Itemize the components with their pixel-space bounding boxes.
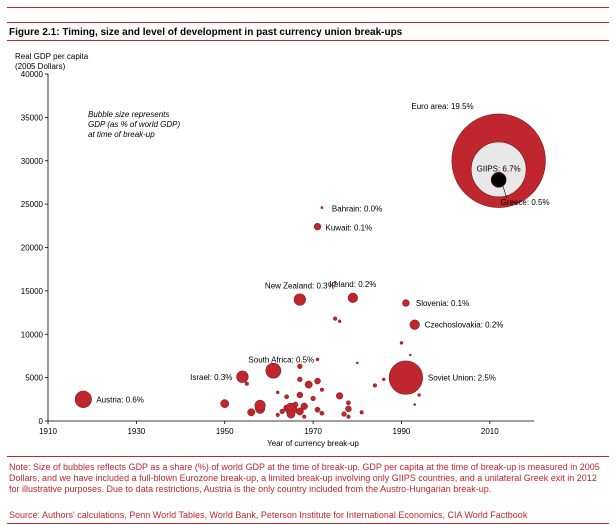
bubble-point: [244, 381, 249, 386]
bubble-point: [337, 319, 342, 323]
kuwait-label: Kuwait: 0.1%: [326, 224, 373, 233]
y-tick-label: 0: [39, 417, 44, 426]
point-labels: Euro area: 19.5% GIIPS: 6.7% Greece: 0.5% B…: [96, 102, 549, 405]
y-tick-label: 5000: [25, 374, 43, 383]
south-africa-label: South Africa: 0.5%: [248, 356, 314, 365]
bubble-point: [296, 391, 304, 399]
bubble-point: [292, 401, 299, 408]
giips-label: GIIPS: 6.7%: [477, 164, 521, 173]
y-tick-label: 25000: [21, 200, 44, 209]
annotation-line-3: at time of break-up: [88, 130, 155, 139]
bubble-point: [359, 410, 364, 415]
y-tick-label: 30000: [21, 157, 44, 166]
y-tick-label: 10000: [21, 330, 44, 339]
czechoslovakia-bubble: [409, 319, 420, 330]
note-top-rule: [7, 456, 609, 457]
bubble-point: [286, 409, 296, 419]
bubble-point: [295, 407, 304, 416]
bahrain-bubble: [320, 206, 324, 209]
bubble-point: [275, 390, 280, 395]
austria-label: Austria: 0.6%: [96, 395, 144, 404]
bubble-point: [314, 406, 321, 413]
bubble-point: [319, 387, 325, 392]
slovenia-label: Slovenia: 0.1%: [416, 299, 469, 308]
axes: 0 5000 10000 15000 20000 25000 30000 35000 40000…: [21, 70, 534, 436]
austria-bubble: [74, 390, 92, 408]
bubble-point: [310, 395, 316, 402]
giips-bubble: [470, 141, 527, 198]
soviet-union-label: Soviet Union: 2.5%: [428, 374, 496, 383]
bubble-point: [220, 399, 230, 409]
title-top-rule: [7, 22, 609, 23]
x-tick-label: 1990: [393, 427, 411, 436]
bubble-point: [302, 414, 307, 419]
x-tick-label: 2010: [481, 427, 499, 436]
bubble-point: [346, 400, 351, 406]
israel-bubble: [236, 370, 249, 383]
ireland-bubble: [347, 292, 358, 303]
bubble-point: [399, 341, 404, 345]
greece-leader-line: [502, 184, 507, 198]
bubble-point: [346, 414, 351, 419]
bubble-point: [284, 394, 289, 400]
bubble-point: [275, 412, 280, 418]
bubble-point: [297, 363, 303, 369]
bubble-point: [372, 383, 378, 388]
bubble-chart: 0 5000 10000 15000 20000 25000 30000 35000 40000…: [15, 52, 550, 448]
bubbles: [74, 113, 546, 419]
bahrain-label: Bahrain: 0.0%: [332, 205, 382, 214]
slovenia-bubble: [402, 299, 410, 307]
bubble-point: [254, 399, 266, 411]
bubble-point: [333, 280, 337, 284]
bubble-point: [413, 403, 417, 406]
ireland-label: Ireland: 0.2%: [329, 280, 376, 289]
bubble-point: [341, 411, 347, 417]
top-rule: [7, 7, 609, 8]
new-zealand-label: New Zealand: 0.3%: [265, 282, 335, 291]
bubble-point: [297, 376, 303, 382]
annotation-line-2: GDP (as % of world GDP): [88, 120, 181, 129]
bubble-point: [382, 377, 386, 382]
greece-bubble: [490, 172, 507, 188]
bubble-point: [335, 392, 344, 400]
bubble-point: [409, 353, 412, 357]
title-bottom-rule: [7, 40, 609, 41]
bubble-point: [315, 357, 320, 362]
bubble-point: [247, 408, 256, 417]
y-tick-label: 20000: [21, 244, 44, 253]
bubble-point: [279, 408, 285, 415]
x-tick-label: 1930: [127, 427, 145, 436]
israel-label: Israel: 0.3%: [190, 373, 232, 382]
y-tick-label: 40000: [21, 70, 44, 79]
figure-source: Source: Authors' calculations, Penn Worl…: [9, 510, 528, 520]
x-tick-label: 1950: [216, 427, 234, 436]
bubble-point: [355, 361, 359, 365]
y-axis-label-line-1: Real GDP per capita: [15, 52, 89, 61]
bubble-point: [319, 410, 325, 416]
figure-note: Note: Size of bubbles reflects GDP as a …: [9, 462, 600, 494]
czechoslovakia-label: Czechoslovakia: 0.2%: [425, 321, 504, 330]
bubble-point: [314, 377, 321, 385]
annotation-line-1: Bubble size represents: [88, 110, 169, 119]
x-tick-label: 1970: [304, 427, 322, 436]
kuwait-bubble: [313, 223, 322, 231]
bottom-rule: [7, 523, 609, 524]
bubble-point: [333, 316, 338, 321]
bubble-point: [304, 380, 313, 389]
south-africa-bubble: [265, 362, 282, 379]
bubble-point: [300, 402, 308, 410]
y-tick-label: 35000: [21, 113, 44, 122]
greece-label: Greece: 0.5%: [501, 198, 550, 207]
bubble-point: [345, 405, 352, 413]
new-zealand-bubble: [293, 293, 306, 306]
euro-area-label: Euro area: 19.5%: [411, 102, 473, 111]
bubble-point: [417, 393, 421, 397]
y-axis-label-line-2: (2005 Dollars): [15, 62, 66, 71]
x-axis-label: Year of currency break-up: [267, 439, 359, 448]
soviet-union-bubble: [388, 360, 423, 395]
x-tick-label: 1910: [39, 427, 57, 436]
y-tick-label: 15000: [21, 287, 44, 296]
figure-title: Figure 2.1: Timing, size and level of de…: [9, 27, 403, 38]
